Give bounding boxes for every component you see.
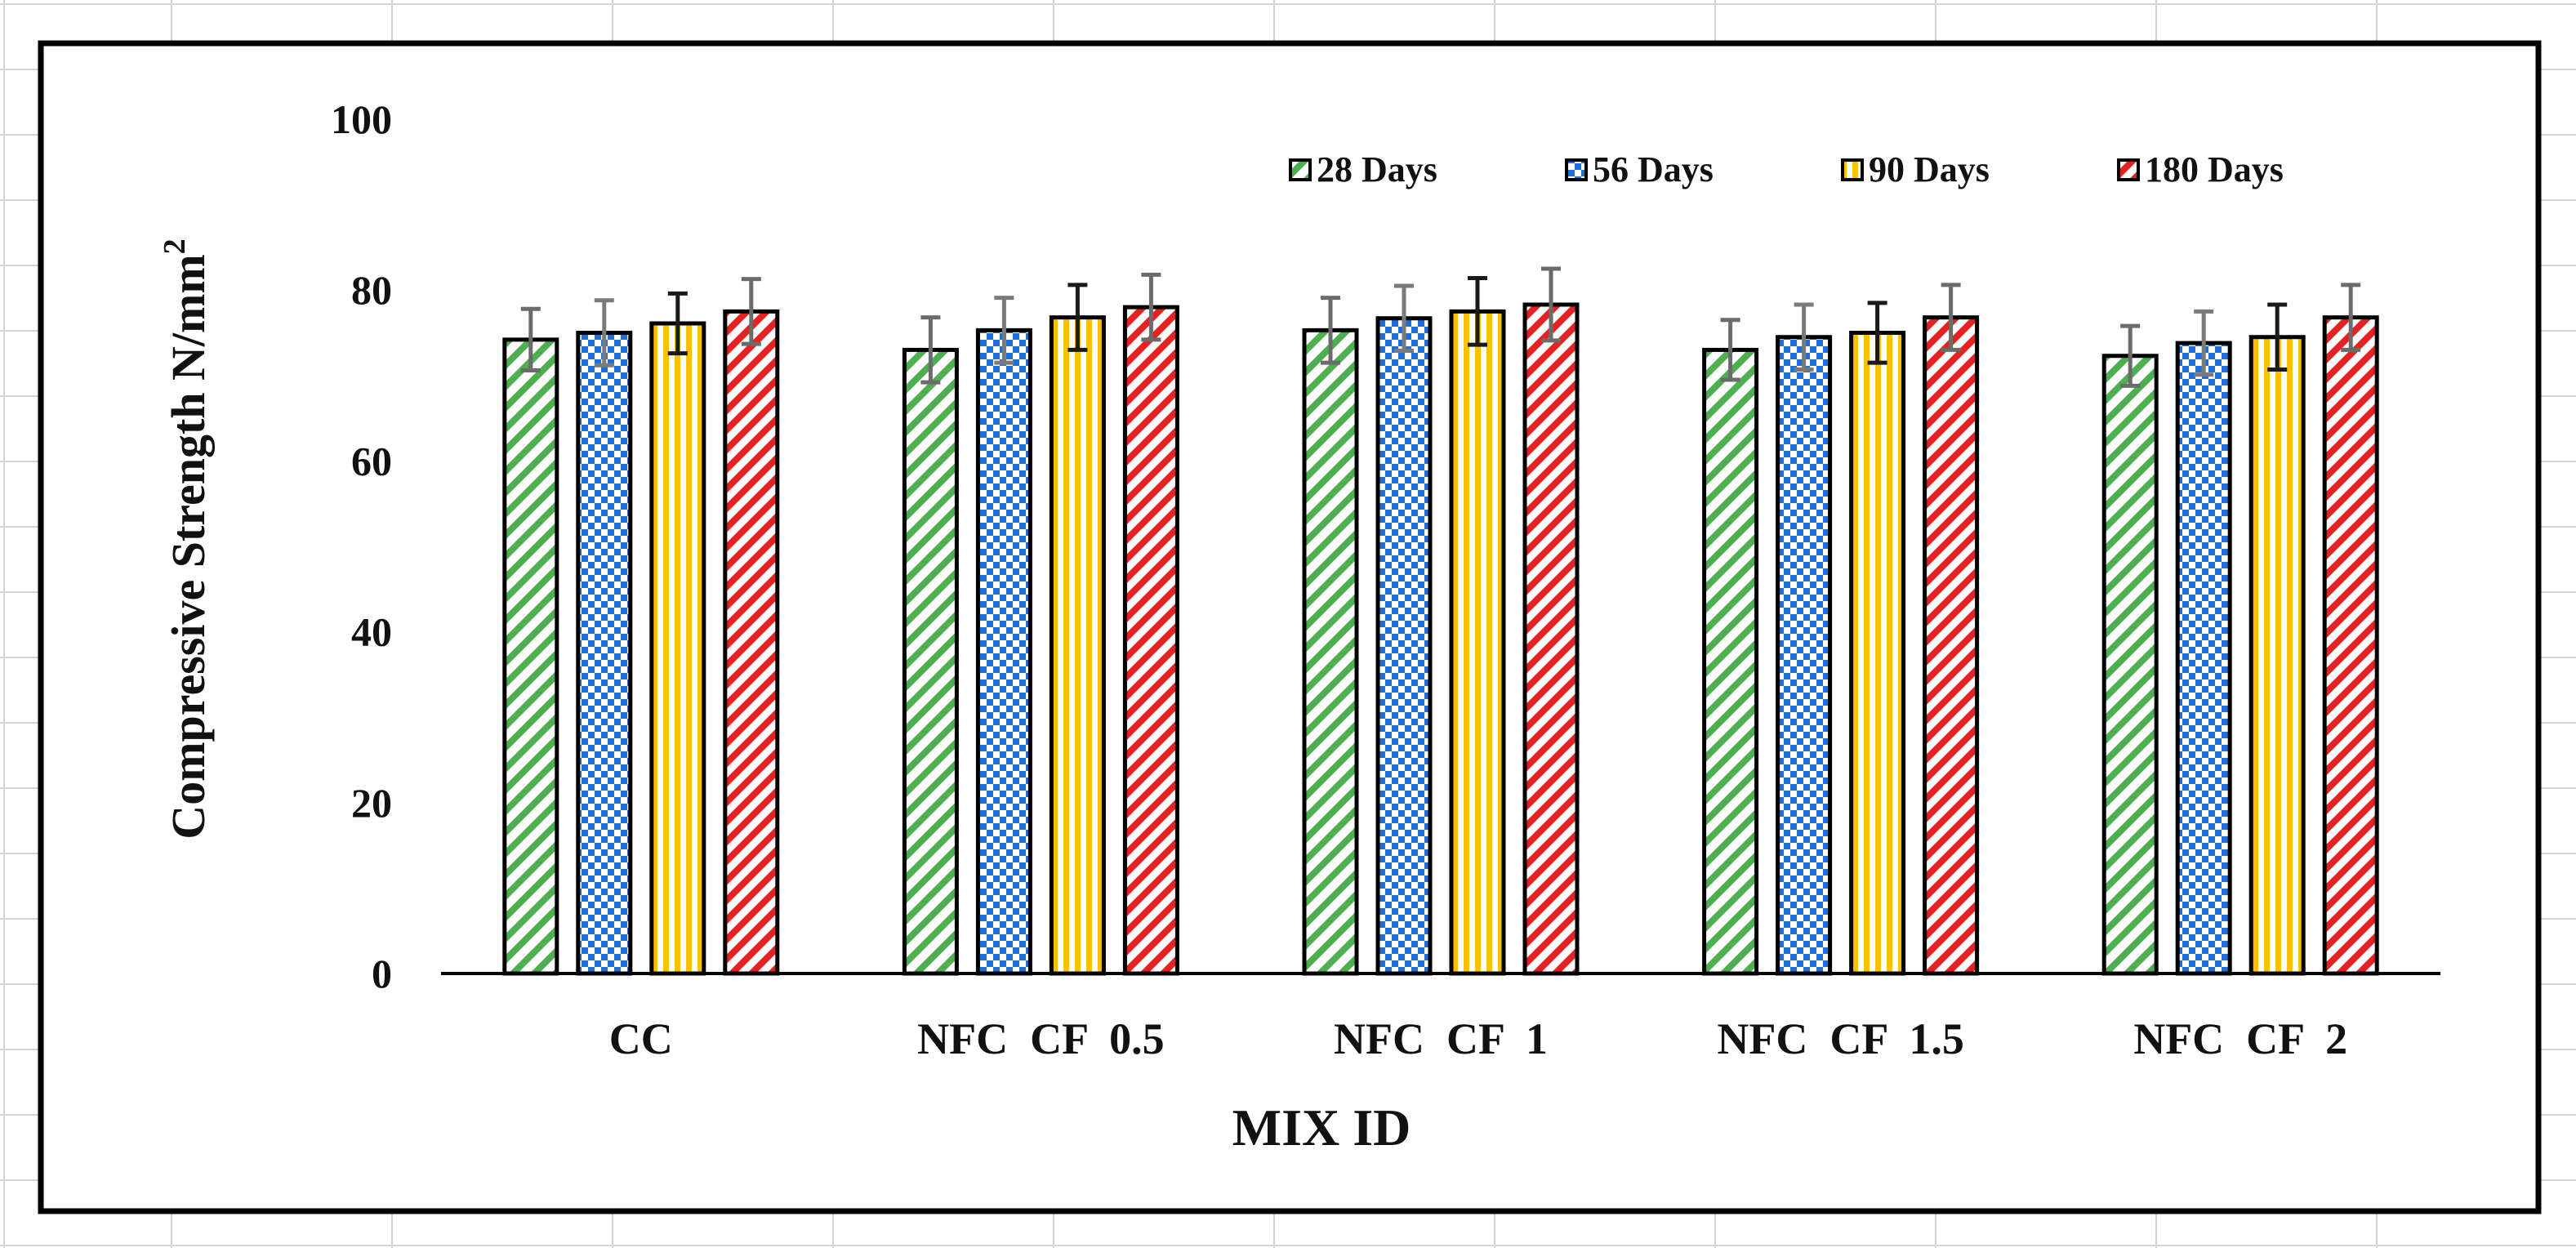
bar-28-days: [1302, 327, 1359, 976]
y-tick-label: 80: [351, 267, 392, 313]
bar-90-days: [1049, 315, 1106, 976]
legend-swatch-90-days: [1841, 158, 1864, 181]
x-tick-label: NFC CF 2: [2133, 1014, 2347, 1063]
y-axis-title-superscript: 2: [158, 238, 192, 254]
legend-label: 180 Days: [2145, 149, 2284, 189]
y-tick-label: 0: [372, 951, 392, 996]
x-tick-label: NFC CF 0.5: [917, 1014, 1164, 1063]
legend-swatch-180-days: [2117, 158, 2140, 181]
x-tick-label: NFC CF 1: [1334, 1014, 1548, 1063]
bar-90-days: [2248, 335, 2306, 976]
bar-180-days: [723, 309, 780, 976]
bar-28-days: [502, 337, 559, 976]
bar-56-days: [1776, 335, 1833, 976]
x-axis-tick-labels: CC NFC CF 0.5 NFC CF 1 NFC CF 1.5 NFC CF 2: [609, 1014, 2347, 1063]
x-tick-label: CC: [609, 1014, 673, 1063]
legend-swatch-56-days: [1565, 158, 1588, 181]
bar-28-days: [2101, 354, 2159, 976]
bar-90-days: [1449, 309, 1506, 976]
y-tick-label: 60: [351, 438, 392, 483]
bar-28-days: [1702, 347, 1759, 976]
x-tick-label: NFC CF 1.5: [1717, 1014, 1963, 1063]
bar-28-days: [902, 347, 959, 976]
bar-180-days: [1122, 305, 1179, 976]
legend: 28 Days 56 Days 90 Days 180 Days: [1289, 149, 2284, 189]
bar-56-days: [975, 327, 1032, 976]
y-tick-label: 100: [331, 96, 392, 142]
legend-swatch-28-days: [1289, 158, 1312, 181]
y-axis-title-text: Compressive Strength N/mm: [162, 254, 215, 839]
bar-180-days: [1923, 315, 1980, 976]
legend-label: 56 Days: [1593, 149, 1714, 189]
bar-90-days: [649, 321, 706, 976]
bar-56-days: [576, 331, 633, 976]
y-axis-tick-labels: 0 20 40 60 80 100: [331, 96, 392, 996]
bar-180-days: [1522, 302, 1580, 976]
legend-label: 90 Days: [1869, 149, 1990, 189]
bar-90-days: [1849, 331, 1906, 976]
y-tick-label: 40: [351, 609, 392, 655]
y-tick-label: 20: [351, 780, 392, 826]
bar-180-days: [2322, 315, 2379, 976]
legend-label: 28 Days: [1317, 149, 1437, 189]
bar-56-days: [1375, 316, 1433, 976]
bar-56-days: [2175, 341, 2232, 976]
y-axis-title: Compressive Strength N/mm2: [158, 238, 215, 839]
x-axis-title: MIX ID: [1232, 1098, 1411, 1156]
error-bars: [520, 266, 2361, 388]
